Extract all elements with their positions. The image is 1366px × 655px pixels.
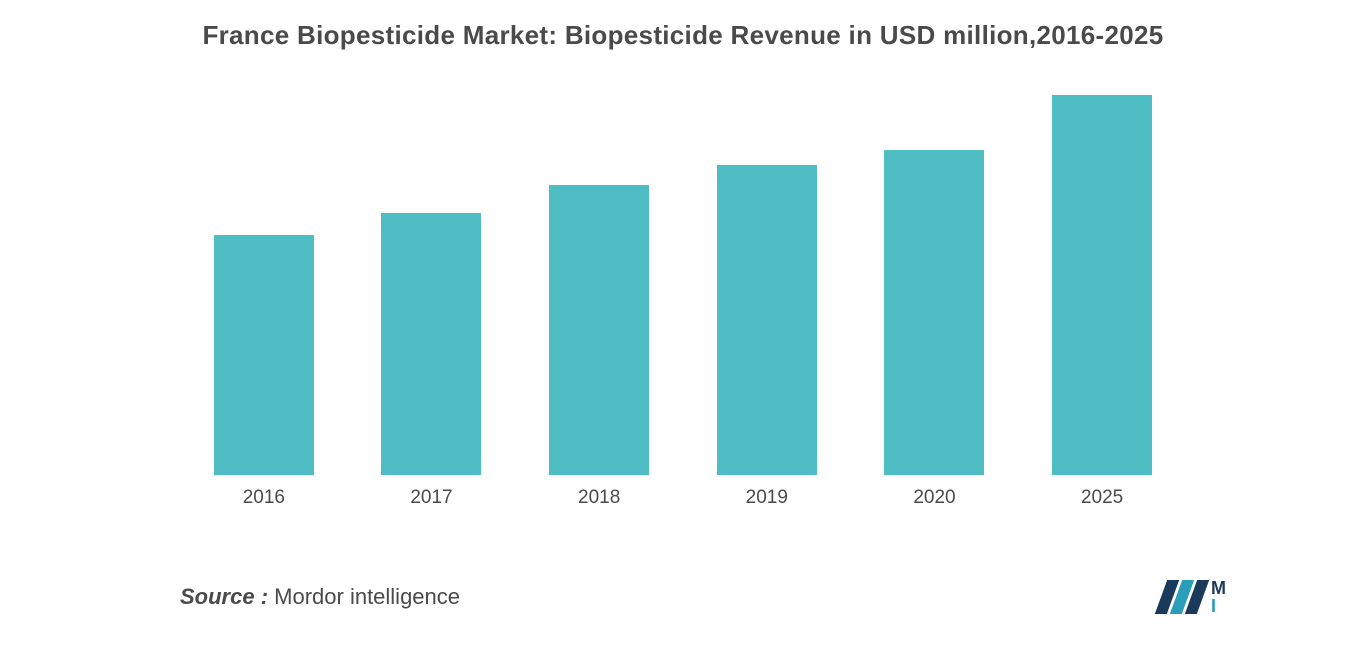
source-text: Source : Mordor intelligence <box>180 584 460 610</box>
bar <box>549 185 649 475</box>
x-axis-label: 2018 <box>578 487 620 509</box>
source-row: Source : Mordor intelligence M I <box>100 579 1266 615</box>
bar-group: 2017 <box>381 213 481 509</box>
x-axis-label: 2016 <box>243 487 285 509</box>
x-axis-label: 2017 <box>410 487 452 509</box>
source-value: Mordor intelligence <box>268 584 460 609</box>
bar <box>884 150 984 475</box>
x-axis-label: 2019 <box>746 487 788 509</box>
bar-group: 2020 <box>884 150 984 509</box>
x-axis-label: 2020 <box>913 487 955 509</box>
bar <box>214 235 314 475</box>
x-axis-label: 2025 <box>1081 487 1123 509</box>
bar <box>381 213 481 475</box>
bar-group: 2016 <box>214 235 314 509</box>
chart-title: France Biopesticide Market: Biopesticide… <box>100 20 1266 51</box>
bar <box>1052 95 1152 475</box>
logo-letter-m: M <box>1211 579 1226 597</box>
bar-group: 2019 <box>717 165 817 509</box>
chart-area: 2016 2017 2018 2019 2020 2025 <box>100 91 1266 509</box>
logo-text: M I <box>1211 579 1226 615</box>
logo-bars-icon <box>1155 580 1209 614</box>
bar <box>717 165 817 475</box>
source-label: Source : <box>180 584 268 609</box>
bar-group: 2018 <box>549 185 649 509</box>
logo: M I <box>1161 579 1226 615</box>
chart-container: France Biopesticide Market: Biopesticide… <box>0 0 1366 655</box>
logo-letter-i: I <box>1211 597 1226 615</box>
bar-group: 2025 <box>1052 95 1152 509</box>
